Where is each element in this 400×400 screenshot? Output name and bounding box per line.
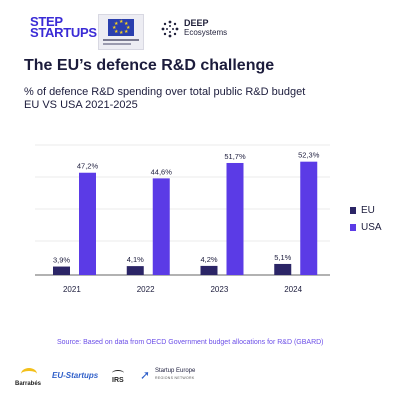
bar-usa-2024 — [300, 161, 318, 275]
legend-swatch-usa — [350, 224, 356, 231]
x-tick-label-2023: 2023 — [210, 285, 228, 294]
legend-label-usa: USA — [361, 222, 382, 233]
legend-label-eu: EU — [361, 205, 375, 216]
deep-logo-line2: Ecosystems — [184, 28, 228, 37]
data-label-usa-2022: 44,6% — [151, 167, 173, 176]
eu-startups-logo: EU-Startups — [52, 371, 99, 380]
rocket-icon: ➚ — [140, 368, 151, 382]
subtitle-line1: % of defence R&D spending over total pub… — [24, 86, 306, 98]
bar-eu-2021 — [53, 266, 70, 275]
data-label-eu-2022: 4,1% — [127, 255, 144, 264]
bar-eu-2022 — [126, 266, 144, 275]
x-tick-label-2024: 2024 — [284, 285, 302, 294]
data-label-eu-2021: 3,9% — [53, 256, 70, 265]
chart-title: The EU’s defence R&D challenge — [24, 57, 275, 74]
data-label-usa-2021: 47,2% — [77, 162, 99, 171]
step-logo-line1: STEP — [30, 14, 63, 29]
data-label-eu-2024: 5,1% — [274, 253, 291, 262]
irs-logo: IRS — [112, 370, 124, 384]
x-tick-label-2021: 2021 — [63, 285, 81, 294]
bar-usa-2023 — [226, 162, 244, 275]
eu-flag-icon: ★ ★ ★ ★ ★ ★ ★ ★ — [108, 19, 134, 36]
startup-europe-line1: Startup Europe — [155, 368, 196, 374]
legend-item-eu: EU — [350, 205, 375, 216]
chart-subtitle: % of defence R&D spending over total pub… — [24, 86, 305, 112]
data-label-eu-2023: 4,2% — [200, 255, 217, 264]
bar-eu-2023 — [200, 265, 218, 275]
bar-eu-2024 — [274, 263, 292, 275]
legend-swatch-eu — [350, 207, 356, 214]
data-label-usa-2024: 52,3% — [298, 151, 320, 160]
barrabes-logo: Barrabés — [15, 368, 45, 387]
bar-usa-2021 — [79, 172, 96, 275]
irs-logo-text: IRS — [112, 377, 124, 384]
deep-logo-line1: DEEP — [184, 18, 209, 28]
startup-europe-line2: REGIONS NETWORK — [155, 376, 195, 380]
x-tick-label-2022: 2022 — [137, 285, 155, 294]
legend-item-usa: USA — [350, 222, 382, 233]
step-startups-logo: STEP STARTUPS — [30, 14, 97, 40]
source-note: Source: Based on data from OECD Governme… — [57, 339, 324, 346]
deep-ecosystems-icon — [161, 20, 179, 38]
deep-ecosystems-logo: DEEP Ecosystems — [184, 18, 228, 38]
barrabes-logo-text: Barrabés — [15, 381, 42, 387]
eu-commission-logo: ★ ★ ★ ★ ★ ★ ★ ★ — [98, 14, 144, 50]
subtitle-line2: EU VS USA 2021-2025 — [24, 99, 138, 111]
step-logo-line2: STARTUPS — [30, 25, 97, 40]
bar-usa-2022 — [152, 178, 170, 275]
data-label-usa-2023: 51,7% — [224, 152, 246, 161]
